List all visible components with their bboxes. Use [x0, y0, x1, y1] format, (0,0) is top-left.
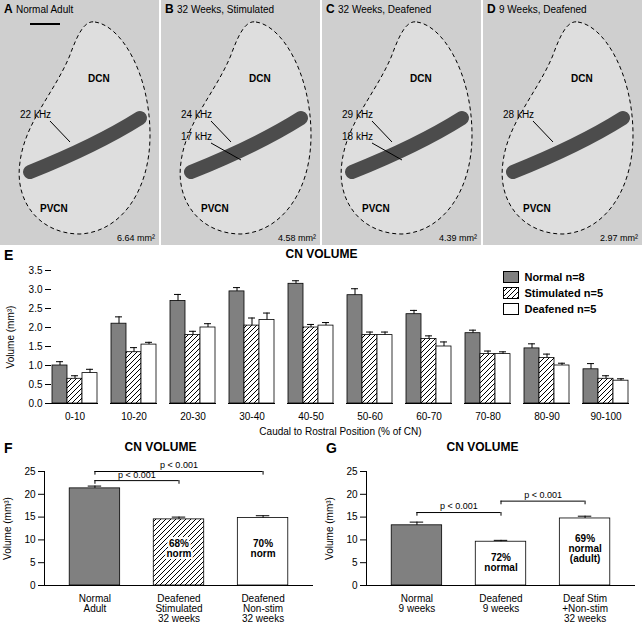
svg-text:DCN: DCN [88, 73, 110, 84]
svg-text:24 kHz: 24 kHz [181, 109, 212, 120]
svg-text:1.5: 1.5 [29, 341, 43, 352]
svg-text:15: 15 [346, 511, 358, 522]
svg-text:Caudal to Rostral Position (%: Caudal to Rostral Position (% of CN) [259, 426, 421, 437]
svg-text:29 kHz: 29 kHz [342, 109, 373, 120]
svg-text:0.5: 0.5 [29, 379, 43, 390]
svg-text:32 Weeks, Deafened: 32 Weeks, Deafened [338, 4, 431, 15]
html-text:Stimulated n=5: Stimulated n=5 [524, 287, 603, 299]
svg-text:5: 5 [30, 557, 36, 568]
svg-text:25: 25 [24, 466, 36, 477]
svg-text:PVCN: PVCN [201, 203, 229, 214]
html-text:CN VOLUME: CN VOLUME [446, 440, 519, 454]
svg-text:68%norm: 68%norm [167, 538, 192, 559]
svg-text:0: 0 [352, 580, 358, 591]
svg-text:90-100: 90-100 [590, 411, 622, 422]
svg-text:72%normal: 72%normal [484, 552, 518, 573]
html-text:F: F [4, 440, 13, 456]
svg-text:A: A [4, 2, 13, 16]
svg-text:Deafened9 weeks: Deafened9 weeks [479, 593, 522, 614]
svg-text:Volume (mm³): Volume (mm³) [2, 497, 13, 560]
svg-text:50-60: 50-60 [357, 411, 383, 422]
svg-text:DeafenedNon-stim32 weeks: DeafenedNon-stim32 weeks [241, 593, 284, 624]
svg-text:10: 10 [24, 534, 36, 545]
svg-text:70%norm: 70%norm [251, 538, 276, 559]
svg-text:Normal9 weeks: Normal9 weeks [399, 593, 436, 614]
svg-text:p < 0.001: p < 0.001 [524, 490, 562, 500]
svg-text:32 Weeks, Stimulated: 32 Weeks, Stimulated [177, 4, 274, 15]
svg-text:PVCN: PVCN [523, 203, 551, 214]
svg-text:NormalAdult: NormalAdult [79, 593, 111, 614]
svg-text:p < 0.001: p < 0.001 [160, 460, 198, 470]
svg-text:0: 0 [30, 580, 36, 591]
svg-text:Volume (mm³): Volume (mm³) [5, 306, 16, 369]
svg-text:17 kHz: 17 kHz [181, 131, 212, 142]
svg-text:p < 0.001: p < 0.001 [440, 501, 478, 511]
svg-text:DCN: DCN [410, 73, 432, 84]
svg-text:2.5: 2.5 [29, 303, 43, 314]
svg-text:p < 0.001: p < 0.001 [118, 470, 156, 480]
svg-text:PVCN: PVCN [40, 203, 68, 214]
svg-text:3.5: 3.5 [29, 265, 43, 276]
svg-text:DCN: DCN [249, 73, 271, 84]
svg-text:10-20: 10-20 [121, 411, 147, 422]
svg-text:4.58 mm²: 4.58 mm² [278, 233, 316, 243]
svg-text:B: B [165, 2, 174, 16]
svg-text:40-50: 40-50 [298, 411, 324, 422]
svg-text:1.0: 1.0 [29, 360, 43, 371]
svg-text:3.0: 3.0 [29, 284, 43, 295]
svg-text:60-70: 60-70 [416, 411, 442, 422]
svg-text:30-40: 30-40 [239, 411, 265, 422]
svg-text:25: 25 [346, 466, 358, 477]
svg-text:2.97 mm²: 2.97 mm² [600, 233, 638, 243]
svg-text:70-80: 70-80 [475, 411, 501, 422]
svg-text:28 kHz: 28 kHz [503, 109, 534, 120]
html-text:CN VOLUME: CN VOLUME [285, 247, 358, 261]
svg-text:2.0: 2.0 [29, 322, 43, 333]
html-text:Normal n=8: Normal n=8 [524, 271, 585, 283]
svg-text:0.0: 0.0 [29, 398, 43, 409]
svg-text:5: 5 [352, 557, 358, 568]
svg-text:Deaf Stim+Non-stim32 weeks: Deaf Stim+Non-stim32 weeks [562, 593, 608, 624]
svg-text:10: 10 [346, 534, 358, 545]
svg-text:80-90: 80-90 [534, 411, 560, 422]
svg-text:4.39 mm²: 4.39 mm² [439, 233, 477, 243]
svg-text:D: D [487, 2, 496, 16]
svg-text:6.64 mm²: 6.64 mm² [117, 233, 155, 243]
svg-text:15: 15 [24, 511, 36, 522]
svg-text:0-10: 0-10 [65, 411, 85, 422]
svg-text:22 kHz: 22 kHz [20, 109, 51, 120]
html-text:G: G [326, 440, 337, 456]
svg-text:69%normal(adult): 69%normal(adult) [568, 533, 602, 564]
svg-text:DeafenedStimulated32 weeks: DeafenedStimulated32 weeks [155, 593, 202, 624]
html-text:CN VOLUME: CN VOLUME [124, 440, 197, 454]
html-text:Deafened n=5: Deafened n=5 [524, 303, 597, 315]
svg-text:DCN: DCN [571, 73, 593, 84]
svg-text:PVCN: PVCN [362, 203, 390, 214]
svg-text:18 kHz: 18 kHz [342, 131, 373, 142]
svg-text:Normal Adult: Normal Adult [16, 4, 73, 15]
svg-text:20-30: 20-30 [180, 411, 206, 422]
svg-text:20: 20 [346, 489, 358, 500]
svg-text:C: C [326, 2, 335, 16]
svg-text:Volume (mm³): Volume (mm³) [324, 497, 335, 560]
svg-text:9 Weeks, Deafened: 9 Weeks, Deafened [499, 4, 587, 15]
svg-text:20: 20 [24, 489, 36, 500]
html-text:E: E [4, 247, 14, 263]
